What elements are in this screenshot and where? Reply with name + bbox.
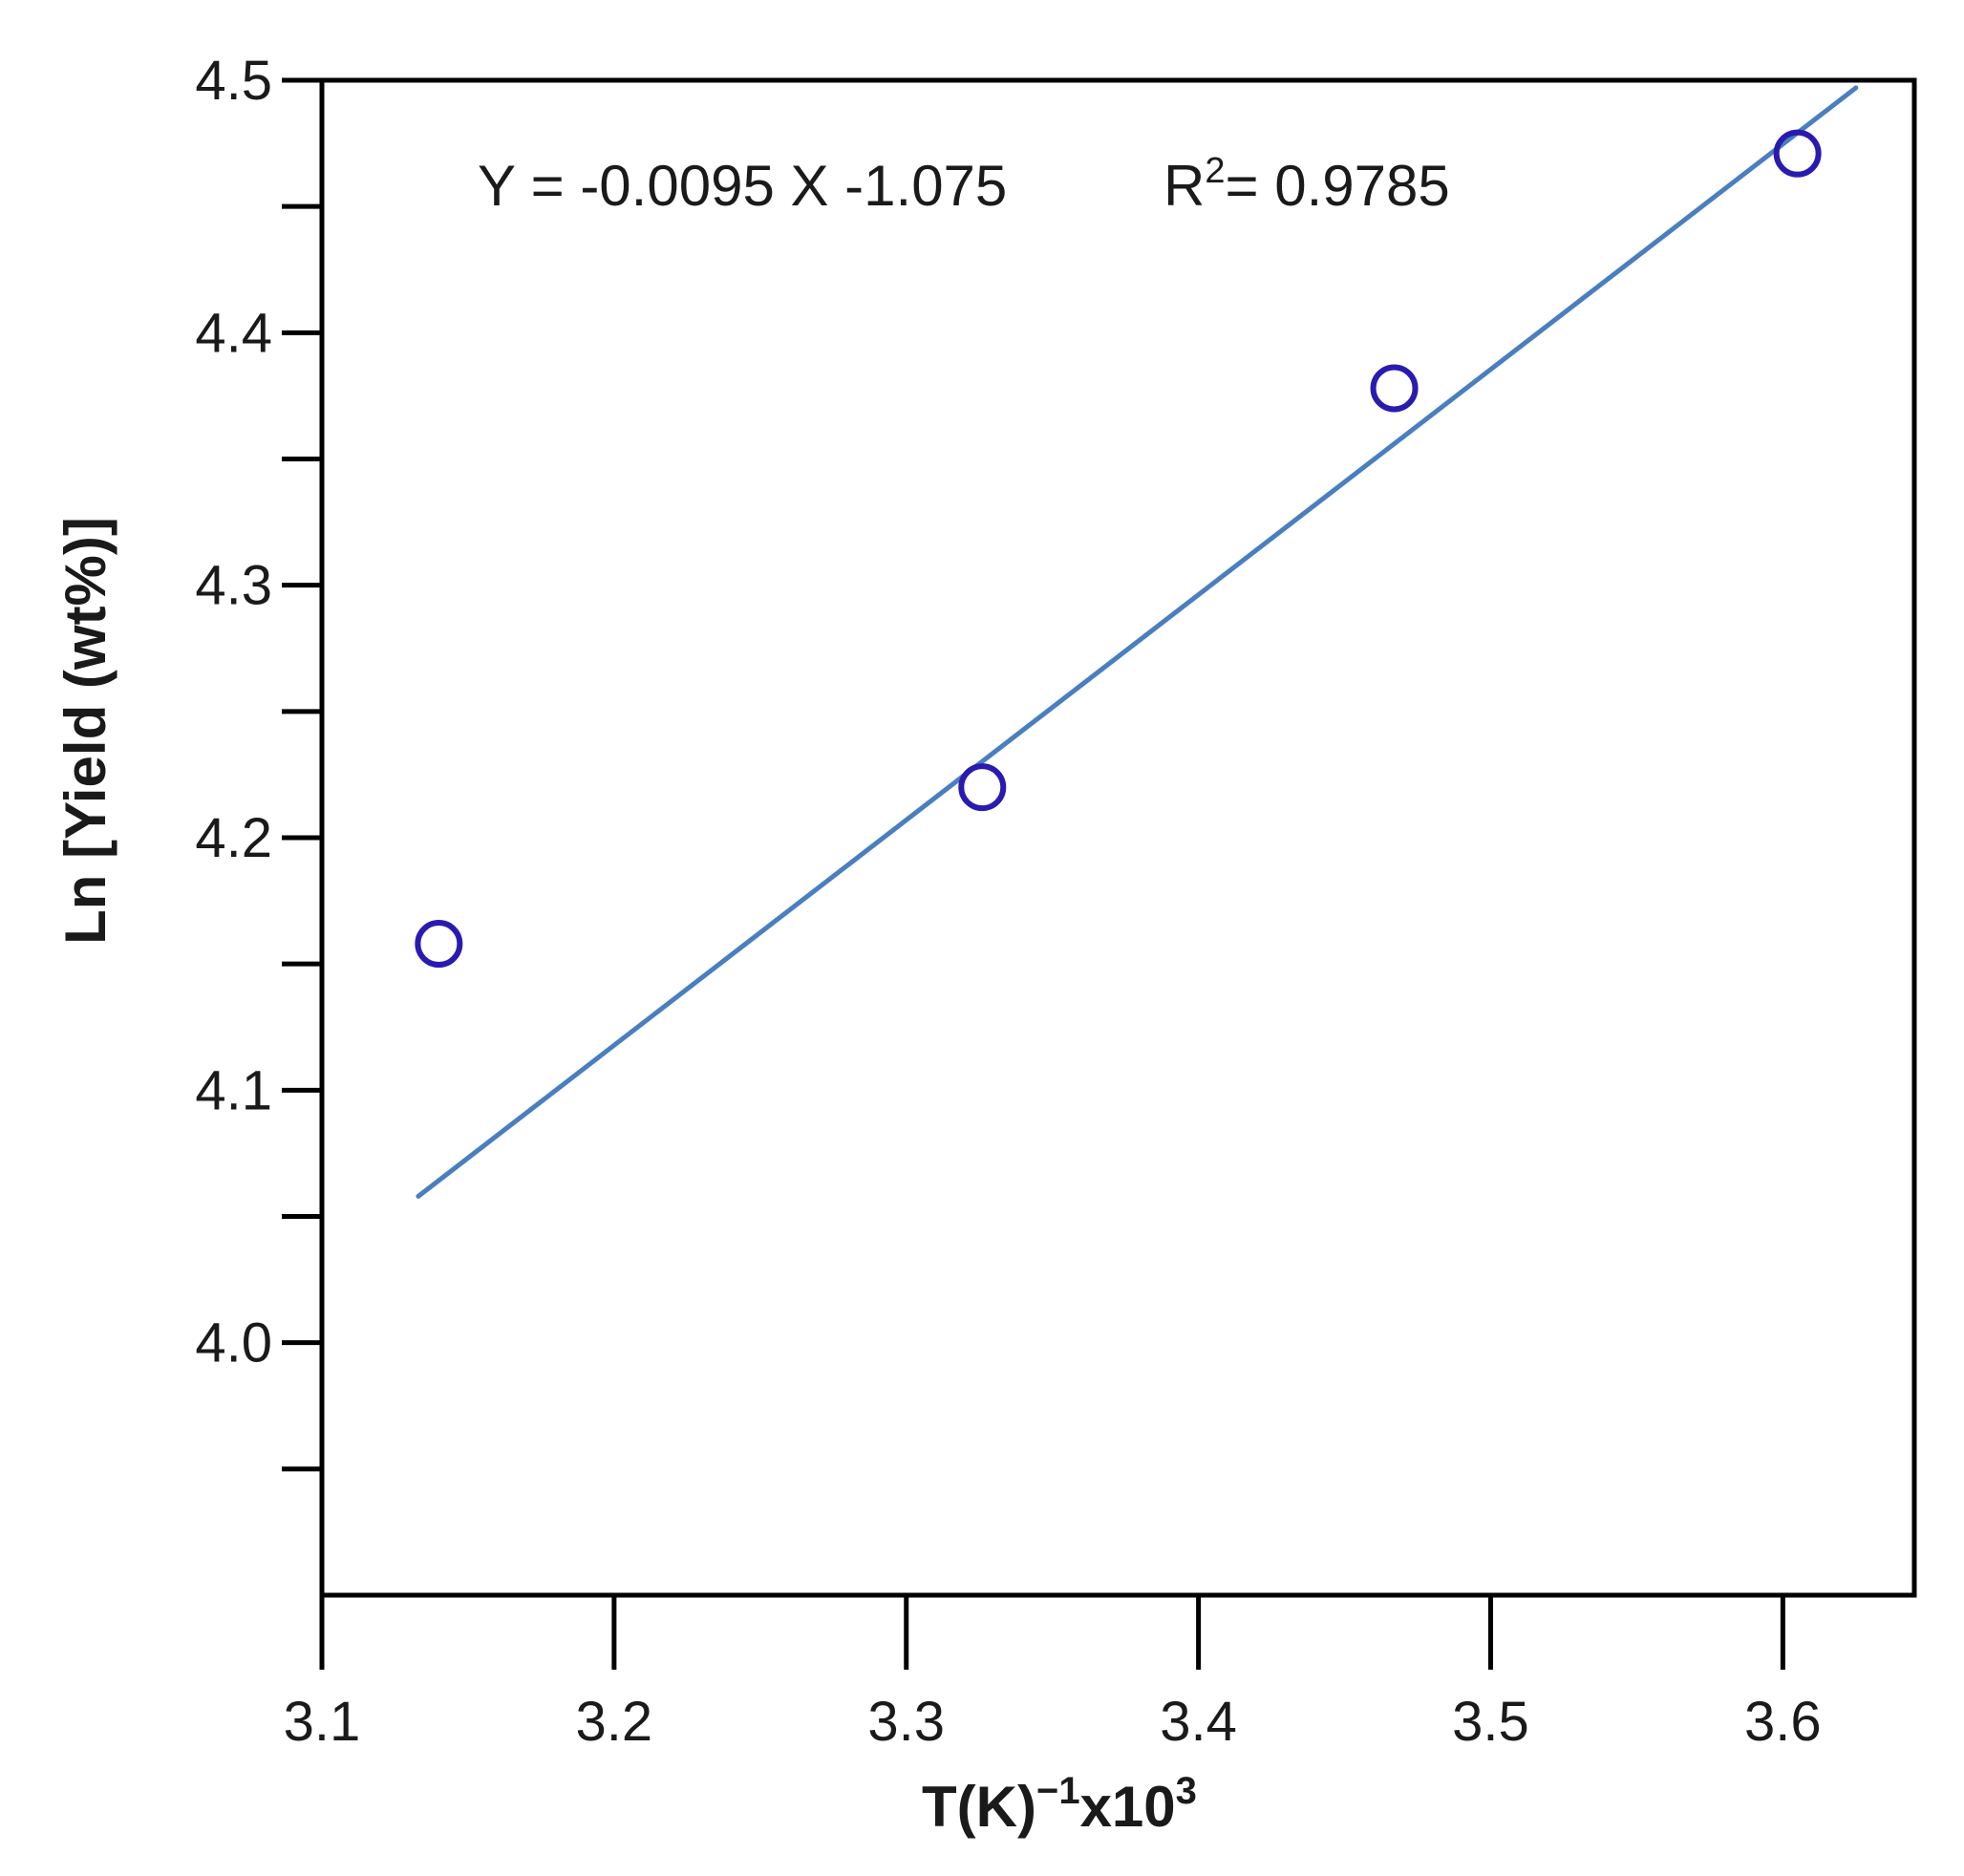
y-tick-label: 4.2 — [195, 807, 272, 869]
x-tick-label: 3.2 — [576, 1691, 653, 1753]
y-axis-title: Ln [Yield (wt%)] — [53, 517, 117, 945]
y-tick-label: 4.5 — [195, 50, 272, 112]
data-point — [415, 920, 463, 969]
x-axis-title-main: T(K) — [922, 1775, 1036, 1839]
x-tick-label: 3.3 — [867, 1691, 945, 1753]
x-tick-label: 3.4 — [1160, 1691, 1237, 1753]
y-tick-label: 4.0 — [195, 1312, 272, 1375]
r-squared-superscript: 2 — [1205, 151, 1225, 191]
plot-frame — [319, 77, 1917, 1598]
data-point — [958, 763, 1007, 812]
x-tick-label: 3.6 — [1744, 1691, 1822, 1753]
x-axis-title-superscript-2: 3 — [1176, 1770, 1197, 1812]
y-tick-label: 4.1 — [195, 1059, 272, 1121]
x-tick-label: 3.1 — [284, 1691, 361, 1753]
y-tick-label: 4.4 — [195, 302, 272, 364]
y-tick-label: 4.3 — [195, 555, 272, 617]
data-point — [1773, 129, 1822, 178]
r-squared-label: R2= 0.9785 — [1163, 151, 1450, 218]
r-squared-value: = 0.9785 — [1225, 154, 1449, 218]
fit-equation-label: Y = -0.0095 X -1.075 — [478, 154, 1007, 218]
r-squared-prefix: R — [1163, 154, 1205, 218]
x-axis-title-superscript-1: −1 — [1036, 1770, 1080, 1812]
fit-line — [416, 85, 1859, 1199]
x-tick-label: 3.5 — [1452, 1691, 1529, 1753]
x-axis-title-mid: x10 — [1080, 1775, 1176, 1839]
x-axis-title: T(K)−1x103 — [922, 1770, 1197, 1839]
data-point — [1370, 364, 1419, 413]
